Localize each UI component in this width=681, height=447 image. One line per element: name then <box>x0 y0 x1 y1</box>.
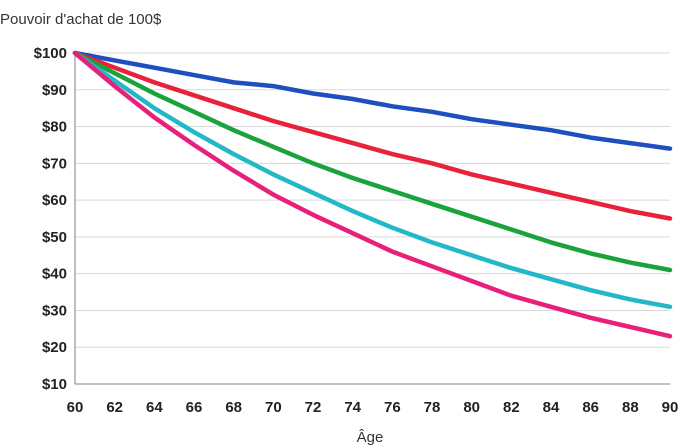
series-line-4 <box>72 50 673 310</box>
x-tick-label: 78 <box>424 399 441 416</box>
x-tick-label: 60 <box>67 399 84 416</box>
series-line-3 <box>72 50 673 273</box>
chart-title: Pouvoir d'achat de 100$ <box>0 11 162 28</box>
x-tick-label: 84 <box>543 399 560 416</box>
x-tick-label: 72 <box>305 399 322 416</box>
y-tick-label: $90 <box>42 82 67 99</box>
series-line-1 <box>72 50 673 151</box>
y-tick-label: $40 <box>42 266 67 283</box>
x-tick-label: 68 <box>225 399 242 416</box>
y-tick-label: $100 <box>34 45 67 62</box>
x-tick-label: 86 <box>582 399 599 416</box>
x-tick-label: 62 <box>106 399 123 416</box>
y-tick-label: $80 <box>42 119 67 136</box>
x-tick-label: 80 <box>463 399 480 416</box>
x-tick-label: 66 <box>186 399 203 416</box>
y-tick-label: $50 <box>42 229 67 246</box>
x-axis-ticks: 60 62 64 66 68 70 72 74 76 78 80 82 84 86 88 90 <box>67 399 679 416</box>
y-tick-label: $30 <box>42 302 67 319</box>
x-axis-title: Âge <box>357 429 384 446</box>
y-tick-label: $70 <box>42 155 67 172</box>
x-tick-label: 70 <box>265 399 282 416</box>
y-axis-ticks: $100 $90 $80 $70 $60 $50 $40 $30 $20 $10 <box>34 45 67 393</box>
x-tick-label: 64 <box>146 399 163 416</box>
axes <box>74 53 670 385</box>
series-line-5 <box>72 50 673 339</box>
x-tick-label: 82 <box>503 399 520 416</box>
x-tick-label: 90 <box>662 399 679 416</box>
y-tick-label: $60 <box>42 192 67 209</box>
x-tick-label: 76 <box>384 399 401 416</box>
x-tick-label: 88 <box>622 399 639 416</box>
series-lines <box>72 50 673 339</box>
y-tick-label: $10 <box>42 376 67 393</box>
series-line-2 <box>72 50 673 221</box>
x-tick-label: 74 <box>344 399 361 416</box>
y-tick-label: $20 <box>42 339 67 356</box>
